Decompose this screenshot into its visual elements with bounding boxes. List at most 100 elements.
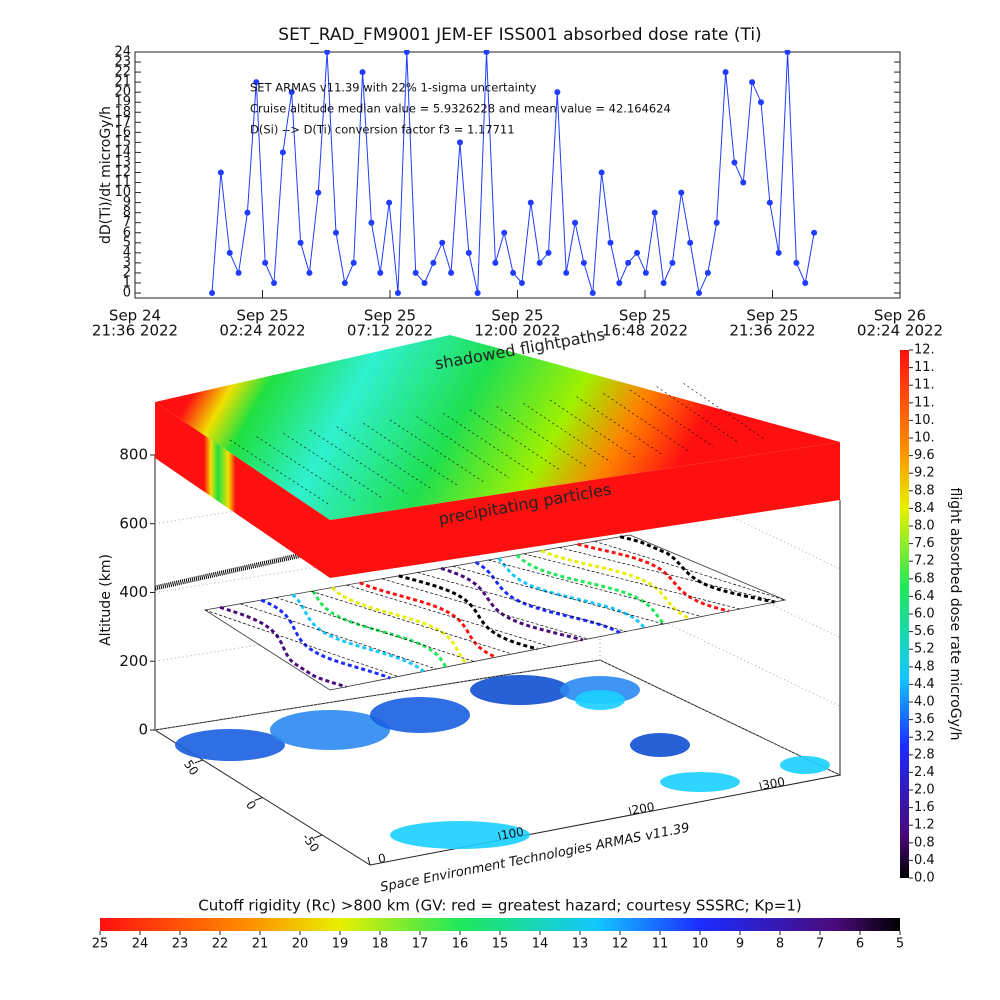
data-point <box>775 249 782 256</box>
colorbar-tick-label: 2.8 <box>914 747 935 762</box>
data-point <box>660 279 667 286</box>
x-tick-label: 02:24 2022 <box>219 322 305 340</box>
flight-track <box>359 581 497 659</box>
flight-track <box>398 574 538 651</box>
y-tick-label: 0 <box>123 286 131 301</box>
y-tick-label: 7 <box>123 215 131 230</box>
lat-tick <box>194 759 203 764</box>
data-point <box>350 259 357 266</box>
x-tick-label: 02:24 2022 <box>857 322 943 340</box>
colorbar-tick-label: 7 <box>816 937 824 952</box>
land-mass <box>470 675 570 705</box>
data-point <box>262 259 269 266</box>
colorbar-tick-label: 4.0 <box>914 695 935 710</box>
data-point <box>766 199 773 206</box>
x-tick-label: Sep 24 <box>109 307 161 325</box>
z-tick-label: 600 <box>119 514 148 532</box>
data-point <box>448 269 455 276</box>
land-mass <box>370 697 470 733</box>
grid-line <box>599 659 841 776</box>
colorbar-tick-label: 7.6 <box>914 536 935 551</box>
data-point <box>545 249 552 256</box>
lon-tick-label: 0 <box>377 851 387 866</box>
x-tick-label: 16:48 2022 <box>602 322 688 340</box>
y-tick-label: 2 <box>123 265 131 280</box>
data-point <box>456 139 463 146</box>
x-tick-label: Sep 25 <box>491 307 543 325</box>
colorbar-tick-label: 9.6 <box>914 448 935 463</box>
x-tick-label: Sep 25 <box>746 307 798 325</box>
y-tick-label: 18 <box>114 105 131 120</box>
y-tick-label: 11 <box>114 175 131 190</box>
data-point <box>580 259 587 266</box>
x-tick-label: Sep 25 <box>236 307 288 325</box>
y-tick-label: 21 <box>114 75 131 90</box>
data-point <box>634 249 641 256</box>
colorbar-tick-label: 9 <box>736 937 744 952</box>
flight-track <box>154 549 316 591</box>
data-point <box>678 189 685 196</box>
data-point <box>757 99 764 106</box>
data-point <box>492 259 499 266</box>
shadow-track <box>363 423 458 486</box>
data-point <box>740 179 747 186</box>
colorbar-tick-label: 0.0 <box>914 871 935 886</box>
data-point <box>722 69 729 76</box>
z-tick-label: 400 <box>119 583 148 601</box>
slab-front <box>330 442 840 578</box>
data-point <box>315 189 322 196</box>
chart-title: SET_RAD_FM9001 JEM-EF ISS001 absorbed do… <box>278 25 761 45</box>
flight-track <box>577 542 730 613</box>
data-point <box>403 50 410 55</box>
colorbar-tick-label: 6.4 <box>914 589 935 604</box>
z-axis-label: Altitude (km) <box>98 554 114 646</box>
data-point <box>607 239 614 246</box>
slab-top <box>155 335 840 520</box>
lon-tick <box>498 831 502 841</box>
colorbar-tick-label: 2.0 <box>914 783 935 798</box>
y-tick-label: 15 <box>114 135 131 150</box>
data-point <box>209 290 216 296</box>
flight-track <box>540 549 691 621</box>
colorbar-tick-label: 19 <box>332 937 349 952</box>
colorbar-tick-label: 5 <box>896 937 904 952</box>
y-tick-label: 12 <box>114 165 131 180</box>
colorbar-tick-label: 10. <box>914 431 935 446</box>
lon-tick-label: 200 <box>631 800 656 818</box>
plot-area <box>209 50 818 296</box>
flight-track <box>452 565 664 625</box>
flight-track <box>515 553 665 625</box>
y-tick-label: 22 <box>114 65 131 80</box>
data-point <box>793 259 800 266</box>
z-tick-label: 0 <box>138 721 148 739</box>
y-tick-label: 16 <box>114 125 131 140</box>
data-point <box>226 249 233 256</box>
shadow-track <box>309 429 407 494</box>
shadow-track <box>656 386 740 444</box>
data-point <box>563 269 570 276</box>
data-point <box>368 219 375 226</box>
shadow-track <box>603 393 688 451</box>
land-mass <box>575 690 625 710</box>
data-point <box>288 89 295 96</box>
colorbar-tick-label: 5.2 <box>914 642 935 657</box>
colorbar-tick-label: 2.4 <box>914 765 935 780</box>
flight-track <box>440 566 584 642</box>
y-tick-label: 14 <box>114 145 131 160</box>
flight-track <box>559 547 778 602</box>
data-point <box>439 239 446 246</box>
y-tick-label: 17 <box>114 115 131 130</box>
data-point <box>527 199 534 206</box>
data-point <box>572 219 579 226</box>
colorbar-tick-label: 5.6 <box>914 624 935 639</box>
z-tick-label: 800 <box>119 446 148 464</box>
y-tick-label: 4 <box>123 245 131 260</box>
colorbar-label: Cutoff rigidity (Rc) >800 km (GV: red = … <box>198 897 801 915</box>
lon-tick <box>367 856 371 866</box>
y-tick-label: 20 <box>114 85 131 100</box>
colorbar-tick-label: 25 <box>92 937 109 952</box>
colorbar-tick-label: 1.6 <box>914 800 935 815</box>
colorbar-tick-label: 3.6 <box>914 712 935 727</box>
data-point <box>421 279 428 286</box>
x-tick-label: 07:12 2022 <box>347 322 433 340</box>
